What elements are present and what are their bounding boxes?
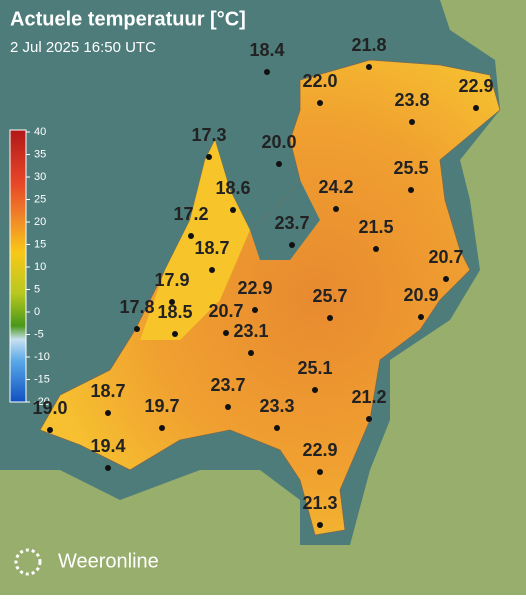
station-dot xyxy=(209,267,215,273)
station-dot xyxy=(188,233,194,239)
station-dot xyxy=(252,307,258,313)
station-value: 25.7 xyxy=(312,286,347,306)
station-dot xyxy=(443,276,449,282)
station-dot xyxy=(169,299,175,305)
legend-tick-label: 15 xyxy=(34,238,46,250)
legend-tick-label: 25 xyxy=(34,193,46,205)
station-value: 18.4 xyxy=(249,40,284,60)
station-dot xyxy=(264,69,270,75)
station-value: 18.7 xyxy=(194,238,229,258)
station-value: 22.0 xyxy=(302,71,337,91)
legend-tick-label: 0 xyxy=(34,306,40,318)
station-dot xyxy=(333,206,339,212)
station-dot xyxy=(172,331,178,337)
station-dot xyxy=(206,154,212,160)
station-dot xyxy=(317,100,323,106)
legend-tick-label: 35 xyxy=(34,148,46,160)
station-value: 17.2 xyxy=(173,204,208,224)
station-dot xyxy=(473,105,479,111)
station-value: 25.1 xyxy=(297,358,332,378)
legend-tick-label: 40 xyxy=(34,126,46,138)
station-value: 23.7 xyxy=(210,375,245,395)
netherlands xyxy=(39,59,501,536)
subtitle: 2 Jul 2025 16:50 UTC xyxy=(10,39,156,56)
station-value: 17.9 xyxy=(154,270,189,290)
station-dot xyxy=(418,314,424,320)
coast-zone xyxy=(140,140,250,340)
station-value: 24.2 xyxy=(318,177,353,197)
station-value: 23.3 xyxy=(259,396,294,416)
station-value: 19.0 xyxy=(32,398,67,418)
legend-tick-label: -15 xyxy=(34,373,50,385)
station-dot xyxy=(230,207,236,213)
station-value: 21.2 xyxy=(351,387,386,407)
station-value: 21.8 xyxy=(351,35,386,55)
station-value: 22.9 xyxy=(458,76,493,96)
station-value: 18.7 xyxy=(90,381,125,401)
station-dot xyxy=(274,425,280,431)
station-dot xyxy=(159,425,165,431)
station-value: 25.5 xyxy=(393,158,428,178)
station-value: 17.3 xyxy=(191,125,226,145)
station-value: 23.8 xyxy=(394,90,429,110)
brand: Weeronline xyxy=(58,550,159,572)
station-dot xyxy=(312,387,318,393)
legend-tick-label: 10 xyxy=(34,261,46,273)
legend-tick-label: -20 xyxy=(34,396,50,408)
station-dot xyxy=(248,350,254,356)
station-dot xyxy=(366,64,372,70)
station-dot xyxy=(134,326,140,332)
station-dot xyxy=(105,410,111,416)
legend-tick-label: 30 xyxy=(34,171,46,183)
station-value: 20.9 xyxy=(403,285,438,305)
station-value: 23.7 xyxy=(274,213,309,233)
station-value: 19.7 xyxy=(144,396,179,416)
brand-logo xyxy=(14,548,42,576)
station-dot xyxy=(47,427,53,433)
lake xyxy=(250,180,320,260)
station-value: 20.7 xyxy=(208,301,243,321)
station-dot xyxy=(373,246,379,252)
legend-tick-label: 20 xyxy=(34,216,46,228)
station-dot xyxy=(317,469,323,475)
colorbar xyxy=(9,129,27,403)
station-dot xyxy=(408,187,414,193)
station-value: 20.0 xyxy=(261,132,296,152)
station-dot xyxy=(225,404,231,410)
station-value: 22.9 xyxy=(302,440,337,460)
legend-tick-label: -5 xyxy=(34,328,44,340)
station-value: 18.5 xyxy=(157,302,192,322)
legend-tick-label: -10 xyxy=(34,351,50,363)
station-dot xyxy=(366,416,372,422)
title: Actuele temperatuur [°C] xyxy=(10,8,246,30)
station-value: 18.6 xyxy=(215,178,250,198)
station-value: 17.8 xyxy=(119,297,154,317)
station-value: 23.1 xyxy=(233,321,268,341)
station-value: 20.7 xyxy=(428,247,463,267)
station-dot xyxy=(289,242,295,248)
station-dot xyxy=(276,161,282,167)
station-value: 21.3 xyxy=(302,493,337,513)
legend-tick-label: 5 xyxy=(34,283,40,295)
station-value: 22.9 xyxy=(237,278,272,298)
station-value: 21.5 xyxy=(358,217,393,237)
station-dot xyxy=(327,315,333,321)
station-dot xyxy=(317,522,323,528)
station-dot xyxy=(409,119,415,125)
station-dot xyxy=(105,465,111,471)
station-value: 19.4 xyxy=(90,436,125,456)
station-dot xyxy=(223,330,229,336)
